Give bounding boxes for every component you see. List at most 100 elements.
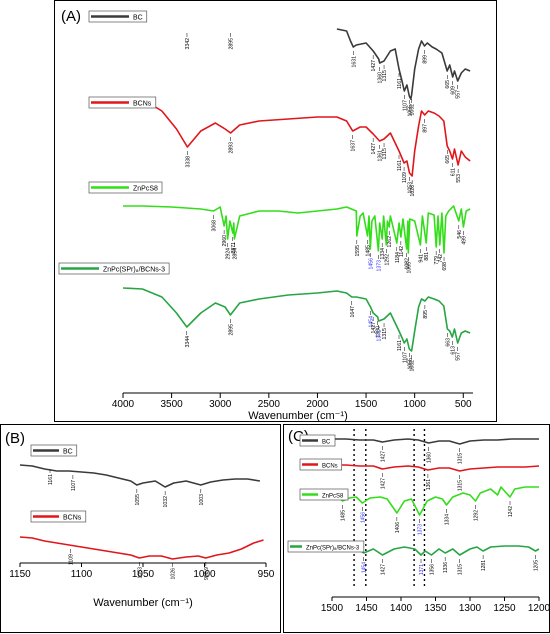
peak-label: 1427 <box>371 322 377 334</box>
panel-b: (B) 1150 1100 1050 1000 950 Wavenumber (cm⁻¹) B… <box>0 424 281 633</box>
peak-label: 3068 <box>212 220 218 232</box>
legend-box <box>287 540 365 553</box>
peak-label: 3338 <box>185 156 191 168</box>
x-tick-label: 1400 <box>390 603 413 614</box>
panel-b-chart: (B) 1150 1100 1050 1000 950 Wavenumber (cm⁻¹) B… <box>5 430 275 609</box>
legend-label: ZnPc(SPr)₈/BCNs-3 <box>103 267 165 274</box>
x-tick-label: 4000 <box>112 399 135 410</box>
peak-label: 742 <box>438 254 444 263</box>
peak-label: 1315 <box>382 148 388 160</box>
peak-label: 553 <box>456 174 462 183</box>
peak-label: 1315 <box>458 564 464 575</box>
peak-label: 1161 <box>397 78 403 89</box>
peak-label: 1055 <box>407 358 413 370</box>
peak-label: 1315 <box>382 328 388 340</box>
x-tick-label: 1100 <box>71 569 93 580</box>
peak-label: 1055 <box>407 105 413 117</box>
legend-label: ZnPc(SPr)₈/BCNs-3 <box>306 546 360 552</box>
legend-label: BC <box>322 440 331 446</box>
x-tick-label: 950 <box>258 569 275 580</box>
peak-label: 1053 <box>408 182 414 194</box>
peak-label: 1242 <box>508 506 514 517</box>
legend-box <box>299 458 343 471</box>
peak-label: 941 <box>418 254 424 263</box>
peak-label: 3344 <box>185 336 191 348</box>
peak-label: 1427 <box>380 478 386 489</box>
peak-label: 1485 <box>366 245 372 257</box>
x-tick-label: 1000 <box>404 399 427 410</box>
legend-entry-znpcs8: ZnPcS8 <box>299 488 349 501</box>
series-line-bcns <box>122 97 471 177</box>
peak-label: 1003 <box>199 494 205 506</box>
peak-label: 2895 <box>228 38 234 50</box>
legend-entry-bc: BC <box>30 444 78 457</box>
peak-label: 1647 <box>350 306 356 318</box>
panel-label: (A) <box>61 8 81 25</box>
peak-label: 1315 <box>458 453 464 464</box>
peak-label: 1356 <box>429 564 435 575</box>
peak-label: 1026 <box>171 568 177 580</box>
series-line-znpcs8 <box>123 205 471 254</box>
legend-entry-znpcs8: ZnPcS8 <box>88 181 163 194</box>
legend-label: BCNs <box>63 515 82 522</box>
peak-label: 1334 <box>445 514 451 525</box>
x-tick-label: 1500 <box>355 399 378 410</box>
peak-label: 881 <box>424 252 430 261</box>
x-tick-label: 3500 <box>160 399 183 410</box>
peak-label: 1109 <box>68 554 74 565</box>
x-tick-label: 1500 <box>321 603 344 614</box>
series-line-znpc-spr-bcns-3 <box>332 545 540 556</box>
peak-label: 665 <box>445 155 451 164</box>
x-axis-label: Wavenumber (cm⁻¹) <box>93 597 193 609</box>
legend-entry-bc: BC <box>299 434 336 447</box>
x-tick-label: 1250 <box>493 603 516 614</box>
peak-label: 1161 <box>48 474 54 485</box>
peak-label: 2960 <box>222 235 228 247</box>
legend-box <box>58 262 170 275</box>
peak-label: 1292 <box>384 254 390 266</box>
legend-entry-bcns: BCNs <box>30 510 87 523</box>
peak-label: 663 <box>445 338 451 347</box>
x-tick-label: 2500 <box>258 399 281 410</box>
legend-label: BC <box>133 15 143 22</box>
peak-label: 1427 <box>380 564 386 575</box>
peak-label: 1026 <box>410 185 416 197</box>
legend-box <box>299 488 349 501</box>
x-tick-label: 1200 <box>528 603 550 614</box>
peak-label: 1371 <box>419 564 425 575</box>
peak-label: 499 <box>461 236 467 245</box>
peak-label: 1637 <box>351 140 357 152</box>
x-tick-label: 1450 <box>355 603 378 614</box>
x-tick-label: 1150 <box>9 569 31 580</box>
peak-label: 1361 <box>378 150 384 162</box>
peak-label: 1184 <box>395 252 401 263</box>
peak-label: 1315 <box>458 480 464 491</box>
peak-label: 1142 <box>399 246 405 257</box>
x-tick-label: 2000 <box>306 399 329 410</box>
peak-label: 1292 <box>474 510 480 521</box>
legend-entry-bcns: BCNs <box>88 96 157 109</box>
peak-label: 1485 <box>340 510 346 521</box>
series-line-znpc-spr-bcns-3 <box>122 287 471 352</box>
series-line-bc <box>336 28 471 100</box>
peak-label: 1334 <box>380 248 386 260</box>
series-line-bc <box>19 464 261 488</box>
peak-label: 1360 <box>427 452 433 463</box>
peak-label: 3342 <box>185 38 191 50</box>
peak-label: 1360 <box>378 72 384 84</box>
panel-c: (C) 1500 1450 1400 1350 1300 1250 1200 BC 1427 136… <box>283 424 550 633</box>
peak-label: 1065 <box>406 262 412 274</box>
peak-label: 1373 <box>418 524 424 535</box>
peak-label: 1262 <box>387 236 393 248</box>
legend-entry-znpc-spr-bcns-3: ZnPc(SPr)₈/BCNs-3 <box>58 262 170 275</box>
peak-label: 1595 <box>355 245 361 257</box>
peak-label: 1107 <box>71 480 77 491</box>
x-tick-label: 500 <box>455 399 472 410</box>
peak-label: 557 <box>456 352 462 361</box>
legend-label: BC <box>63 449 73 456</box>
peak-label: 1373 <box>376 260 382 272</box>
peak-label: 1371 <box>377 330 383 342</box>
legend-entry-bcns: BCNs <box>299 458 343 471</box>
legend-entry-znpc-spr-bcns-3: ZnPc(SPr)₈/BCNs-3 <box>287 540 365 553</box>
